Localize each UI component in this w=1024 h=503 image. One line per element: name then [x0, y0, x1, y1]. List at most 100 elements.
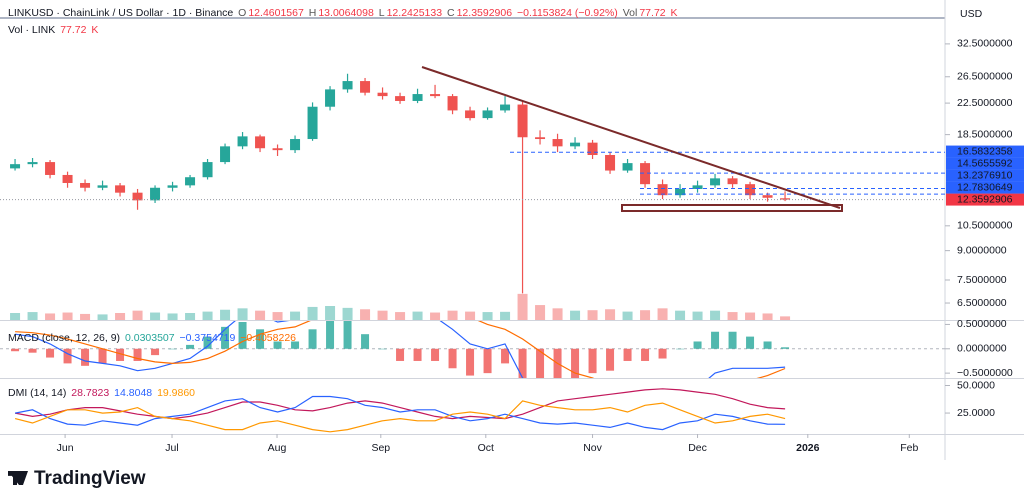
last-price-label: 12.3592906	[957, 193, 1013, 205]
price-level-label: 12.7830649	[957, 181, 1013, 193]
y-tick-label: 22.5000000	[957, 97, 1013, 109]
plus-di-value: 14.8048	[114, 387, 153, 399]
vol-value: 77.72	[60, 24, 87, 36]
currency-label: USD	[960, 8, 983, 20]
brand-logo[interactable]: TradingView	[8, 468, 146, 490]
macd-histogram-bar	[133, 348, 142, 361]
macd-histogram-bar	[308, 329, 317, 349]
macd-histogram-bar	[273, 341, 282, 349]
volume-bar	[325, 306, 336, 320]
volume-bar	[10, 313, 21, 320]
volume-bar	[395, 312, 406, 320]
x-tick-label: Sep	[371, 442, 390, 454]
candle-body	[290, 139, 301, 151]
macd-histogram-bar	[711, 331, 720, 349]
y-tick-label: 6.5000000	[957, 297, 1007, 309]
volume-bar	[185, 313, 196, 320]
ohlc-value: 12.2425133	[386, 7, 443, 19]
last-price-label-box	[946, 193, 1024, 206]
volume-bar	[692, 311, 703, 320]
macd-histogram-bar	[553, 348, 562, 378]
macd-histogram-bar	[413, 348, 422, 361]
macd-line	[15, 321, 786, 378]
vol-value: 77.72	[639, 7, 666, 19]
macd-histogram-bar	[168, 348, 177, 350]
macd-histogram-bar	[466, 348, 475, 376]
dmi-title: DMI (14, 14)	[8, 387, 67, 399]
candle-body	[640, 163, 651, 185]
macd-histogram-bar	[623, 348, 632, 361]
macd-histogram-bar	[501, 348, 510, 364]
volume-bar	[535, 305, 546, 320]
y-tick-label: 9.0000000	[957, 244, 1007, 256]
macd-histogram-bar	[781, 347, 790, 349]
volume-bar	[115, 313, 126, 320]
macd-value: −0.3754719	[179, 332, 236, 344]
macd-histogram-bar	[693, 341, 702, 349]
volume-bar	[605, 309, 616, 320]
y-tick-label: −0.5000000	[957, 367, 1013, 379]
candle-body	[325, 89, 336, 107]
x-tick-label: Jun	[57, 442, 74, 454]
macd-histogram-bar	[676, 348, 685, 350]
volume-legend: Vol · LINK 77.72 K	[8, 24, 100, 36]
volume-bar	[447, 310, 458, 320]
vol-letter: Vol	[622, 7, 638, 19]
signal-value: −0.4058226	[240, 332, 297, 344]
volume-bar	[220, 309, 231, 320]
dmi-line	[14, 388, 786, 420]
macd-histogram-bar	[378, 348, 387, 350]
candle-body	[27, 162, 38, 165]
candle-body	[500, 104, 511, 111]
candle-body	[377, 92, 388, 97]
ohlc-letter: H	[308, 7, 317, 19]
candle-body	[97, 185, 108, 188]
ohlc-letter: L	[378, 7, 385, 19]
candle-body	[132, 192, 143, 201]
price-level-label-box	[946, 169, 1024, 182]
volume-bar	[640, 310, 651, 320]
volume-bar	[675, 310, 686, 320]
y-tick-label: 26.5000000	[957, 71, 1013, 83]
macd-histogram-bar	[483, 348, 492, 374]
volume-bar	[45, 313, 56, 320]
candle-body	[255, 136, 266, 149]
candle-body	[465, 110, 476, 119]
macd-histogram-bar	[256, 329, 265, 349]
macd-histogram-bar	[46, 348, 55, 358]
macd-histogram-bar	[361, 334, 370, 349]
ohlc-value: 13.0064098	[318, 7, 374, 19]
brand-name: TradingView	[34, 468, 146, 489]
macd-histogram-bar	[116, 348, 125, 361]
candle-body	[552, 139, 563, 147]
candle-body	[780, 198, 791, 200]
candle-body	[657, 184, 668, 196]
macd-histogram-bar	[536, 348, 545, 378]
macd-legend: MACD (close, 12, 26, 9) 0.0303507 −0.375…	[8, 332, 298, 344]
candle-body	[307, 106, 318, 140]
volume-bar	[517, 293, 528, 320]
y-tick-label: 0.0000000	[957, 343, 1007, 355]
volume-bar	[360, 309, 371, 320]
x-tick-label: Dec	[688, 442, 707, 454]
volume-bar	[710, 310, 721, 320]
candle-body	[710, 178, 721, 186]
dmi-legend: DMI (14, 14) 28.7823 14.8048 19.9860	[8, 387, 197, 399]
candle-body	[517, 104, 528, 138]
macd-histogram-bar	[186, 344, 195, 349]
symbol-title: LINKUSD · ChainLink / US Dollar · 1D · B…	[8, 7, 234, 19]
candle-body	[692, 185, 703, 189]
macd-histogram-bar	[151, 348, 160, 356]
volume-bar	[745, 312, 756, 320]
volume-bar	[622, 311, 633, 320]
symbol-legend: LINKUSD · ChainLink / US Dollar · 1D · B…	[8, 7, 680, 19]
volume-bar	[307, 306, 318, 320]
volume-bar	[657, 308, 668, 320]
candle-body	[220, 146, 231, 163]
ohlc-value: 12.4601567	[248, 7, 304, 19]
y-tick-label: 10.5000000	[957, 220, 1013, 232]
volume-bar	[727, 312, 738, 320]
macd-histogram-bar	[291, 341, 300, 349]
